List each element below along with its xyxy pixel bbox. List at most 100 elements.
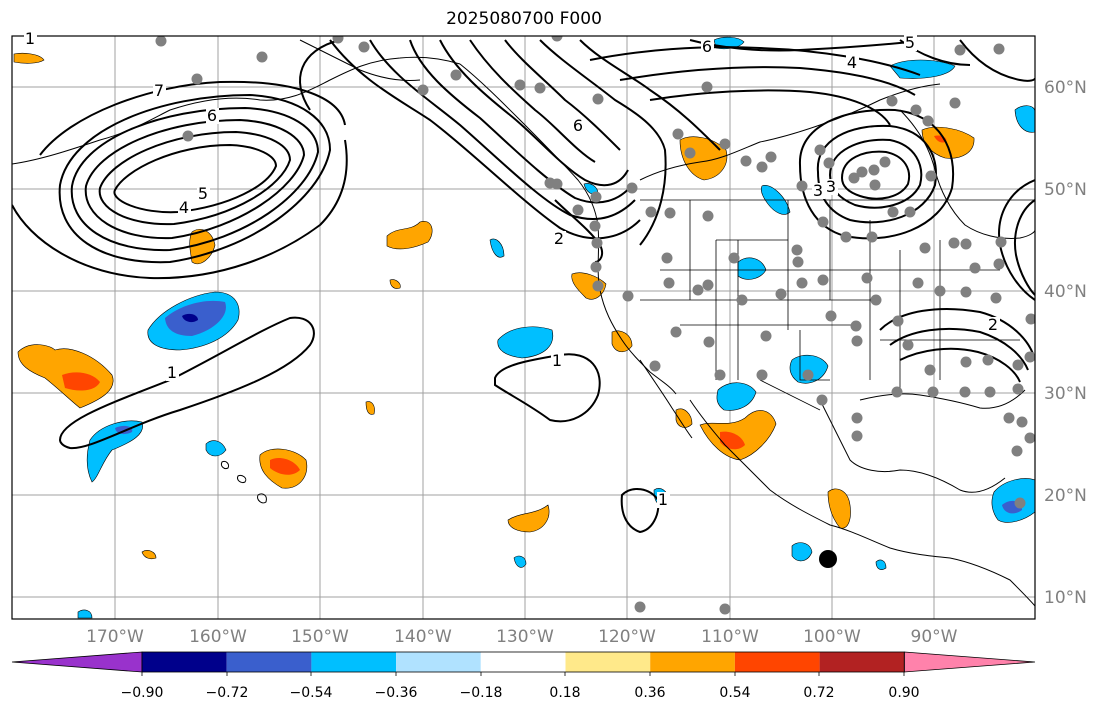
station-dot: [990, 292, 1002, 304]
coastline-alaska: [12, 56, 461, 165]
colorbar-tick-label: −0.54: [290, 685, 333, 701]
colorbar-tick-label: 0.18: [549, 685, 580, 701]
contour-label-bg: [553, 231, 566, 247]
anomaly-patch: [182, 313, 198, 323]
station-dot: [891, 386, 903, 398]
station-dot: [765, 151, 777, 163]
contour-line: [1014, 199, 1035, 296]
contour-label-bg: [153, 83, 166, 99]
colorbar-extend-high: [903, 651, 1036, 673]
island-hawaii: [237, 475, 247, 483]
contour-line: [589, 46, 921, 76]
contour-line: [889, 327, 1029, 371]
contour-line: [689, 39, 911, 52]
station-dot: [960, 286, 972, 298]
coastline-alaska-north: [299, 39, 421, 81]
station-dot: [993, 43, 1005, 55]
station-dot: [1025, 313, 1035, 325]
station-dot: [332, 36, 344, 44]
contour-line: [619, 66, 916, 96]
contour-label: 6: [573, 116, 583, 135]
station-dot: [850, 320, 862, 332]
contour-line: [12, 139, 348, 280]
station-dot: [256, 51, 268, 63]
colorbar-segment: [565, 652, 651, 672]
station-dot: [592, 93, 604, 105]
station-dot: [450, 69, 462, 81]
station-dot: [661, 252, 673, 264]
station-dot: [879, 156, 891, 168]
station-dot: [1012, 359, 1024, 371]
station-dot: [703, 336, 715, 348]
station-dot: [851, 412, 863, 424]
station-dot: [544, 177, 556, 189]
contour-label: 3: [813, 181, 823, 200]
station-dot: [702, 279, 714, 291]
contour-line: [494, 353, 601, 423]
contour-label-bg: [572, 118, 585, 134]
contour-label-bg: [206, 108, 219, 124]
contour-label-bg: [166, 365, 179, 381]
station-dot: [796, 277, 808, 289]
contour-line: [409, 39, 633, 204]
contour-label: 2: [988, 315, 998, 334]
station-dot: [816, 394, 828, 406]
anomaly-fill: [13, 36, 1035, 619]
coastline-mexico: [689, 399, 1035, 607]
station-dot: [1024, 432, 1035, 444]
contour-line: [469, 39, 596, 163]
longitude-label: 170°W: [86, 627, 144, 647]
station-dot: [922, 115, 934, 127]
contour-line: [58, 316, 315, 450]
station-dot: [775, 288, 787, 300]
state-boundary: [759, 379, 821, 411]
contour-line: [649, 89, 891, 126]
anomaly-patch: [679, 136, 728, 181]
anomaly-patch: [86, 420, 143, 483]
station-dots: [155, 36, 1035, 615]
station-dot: [814, 144, 826, 156]
station-dot: [728, 252, 740, 264]
contour-label: 1: [552, 351, 562, 370]
station-dot: [684, 147, 696, 159]
station-dot: [719, 603, 731, 615]
station-dot: [1024, 351, 1035, 363]
station-dot: [960, 238, 972, 250]
station-dot: [1014, 497, 1026, 509]
colorbar-tick-label: −0.36: [375, 685, 418, 701]
anomaly-patch: [141, 550, 157, 560]
island-hawaii: [257, 493, 267, 504]
station-dot: [792, 256, 804, 268]
station-dot: [969, 262, 981, 274]
longitude-label: 100°W: [803, 627, 861, 647]
longitude-label: 160°W: [189, 627, 247, 647]
state-boundaries: [640, 199, 1035, 411]
longitude-label: 120°W: [598, 627, 656, 647]
station-dot: [912, 277, 924, 289]
contour-lines: [12, 39, 1035, 534]
station-dot: [714, 369, 726, 381]
colorbar-tick-label: −0.72: [206, 685, 249, 701]
coastline-gulf: [819, 399, 1006, 493]
station-dot: [719, 138, 731, 150]
station-dot: [870, 294, 882, 306]
contour-line: [798, 108, 954, 240]
map-title: 2025080700 F000: [446, 9, 602, 29]
longitude-label: 110°W: [701, 627, 759, 647]
station-dot: [1012, 383, 1024, 395]
latitude-label: 40°N: [1044, 282, 1087, 302]
contour-label-bg: [701, 39, 714, 55]
coastline-gulf-east: [859, 389, 1026, 409]
colorbar-segment: [819, 652, 905, 672]
contour-label: 4: [847, 53, 857, 72]
station-dot: [927, 386, 939, 398]
colorbar-tick-label: 0.72: [803, 685, 834, 701]
contour-line: [816, 124, 937, 224]
state-boundary: [799, 330, 830, 381]
anomaly-patch: [13, 52, 45, 64]
station-dot: [848, 172, 860, 184]
contour-line: [504, 39, 621, 151]
contour-label: 5: [905, 33, 915, 52]
contour-line: [98, 130, 292, 226]
station-dot: [740, 155, 752, 167]
